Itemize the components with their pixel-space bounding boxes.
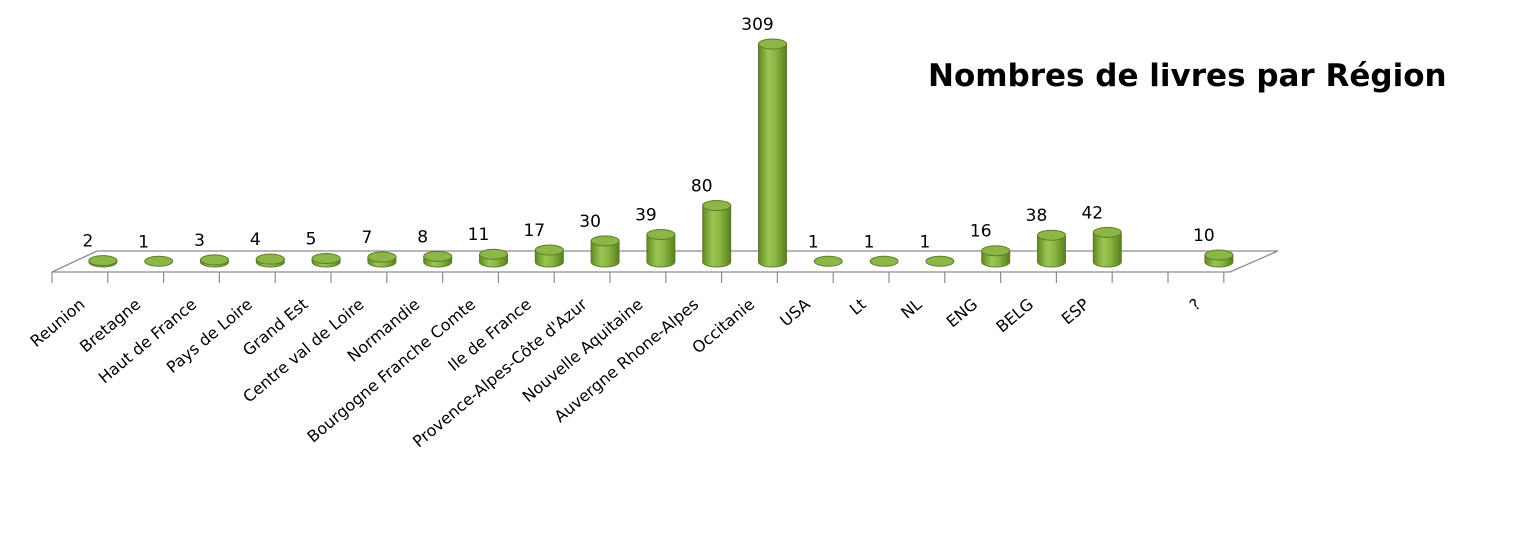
bar (479, 248, 508, 268)
bar (255, 253, 285, 268)
bar (813, 255, 843, 267)
bars-group (88, 38, 1234, 268)
bar-body (702, 205, 732, 268)
bar-top (869, 255, 899, 267)
bar (534, 244, 564, 268)
bar (590, 235, 620, 268)
data-label: 1 (919, 232, 930, 252)
data-label: 7 (361, 228, 372, 248)
bar-body (590, 240, 620, 268)
data-label: 309 (741, 15, 773, 35)
bar-top (255, 253, 285, 265)
category-label: USA (776, 294, 814, 330)
bar-top (1092, 226, 1122, 238)
bar-top (1204, 249, 1234, 261)
bar (200, 254, 229, 268)
bar (702, 200, 732, 268)
data-label: 8 (417, 227, 428, 247)
data-label: 1 (808, 232, 819, 252)
bar-top (981, 245, 1011, 257)
data-label: 38 (1026, 206, 1048, 226)
category-label: Lt (846, 295, 870, 319)
data-label: 1 (138, 232, 149, 252)
bar-top (1037, 229, 1066, 241)
bar (1204, 249, 1234, 268)
bar-top (646, 228, 676, 240)
bar-top (813, 255, 843, 267)
bar-body (646, 233, 676, 268)
bar-body (758, 43, 787, 268)
data-label: 3 (194, 231, 205, 251)
data-label: 39 (635, 205, 657, 225)
category-label: Occitanie (688, 295, 758, 358)
bar-top (88, 255, 118, 267)
bar (646, 228, 676, 268)
bar-top (200, 254, 229, 266)
data-label: 11 (468, 225, 490, 245)
bar (869, 255, 899, 267)
category-label: Haut de France (95, 295, 200, 388)
bar-top (925, 255, 955, 267)
bar-top (534, 244, 564, 256)
bar (1092, 226, 1122, 268)
bar (981, 245, 1011, 268)
bar (758, 38, 787, 268)
data-label: 30 (579, 212, 601, 232)
data-label: 2 (82, 232, 93, 252)
data-label: 80 (691, 177, 713, 197)
bar-top (367, 251, 397, 263)
bar (1037, 229, 1066, 268)
data-label: 10 (1193, 226, 1215, 246)
category-label: ENG (943, 295, 982, 332)
category-label: ESP (1058, 294, 1093, 328)
bar (311, 252, 341, 268)
data-label: 1 (864, 232, 875, 252)
category-label: BELG (992, 295, 1037, 337)
bar-top (311, 252, 341, 264)
data-label: 42 (1081, 203, 1103, 223)
chart-floor (51, 250, 1279, 273)
bar-top (702, 200, 732, 212)
bar (88, 255, 118, 268)
bar-top (423, 250, 453, 262)
category-label: ? (1186, 295, 1205, 315)
bar-top (144, 255, 174, 267)
bar (367, 251, 397, 268)
category-label: NL (897, 294, 925, 322)
bar-top (590, 235, 620, 247)
data-label: 5 (306, 229, 317, 249)
bar (925, 255, 955, 267)
data-label: 17 (523, 221, 545, 241)
bar (423, 250, 453, 268)
bar-top (758, 38, 787, 50)
bar-body (1092, 231, 1122, 268)
bar-top (479, 248, 508, 260)
data-label: 4 (250, 230, 261, 250)
chart-title: Nombres de livres par Région (928, 58, 1447, 94)
data-label: 16 (970, 222, 992, 242)
bar-body (1037, 234, 1066, 268)
x-axis-ticks (51, 272, 1225, 283)
bar (144, 255, 174, 267)
